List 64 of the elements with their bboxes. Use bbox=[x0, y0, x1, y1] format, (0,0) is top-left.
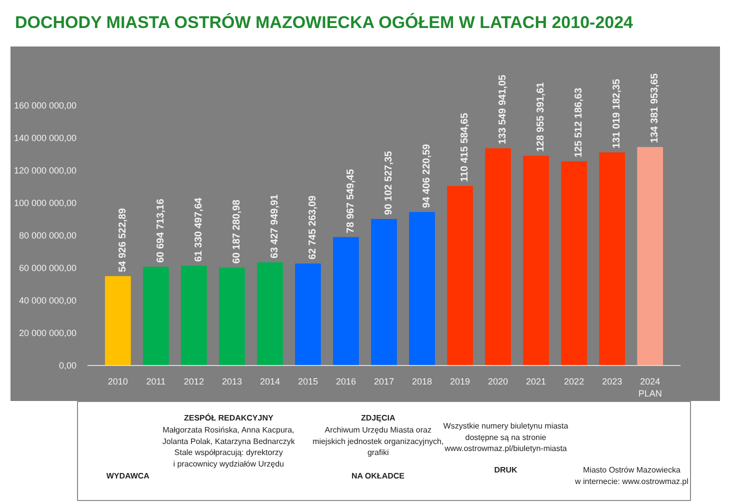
y-tick-label: 120 000 000,00 bbox=[14, 165, 76, 176]
text: WYDAWCA bbox=[106, 472, 150, 480]
data-label: 125 512 186,63 bbox=[574, 87, 585, 158]
y-tick-label: 0,00 bbox=[58, 360, 77, 370]
x-tick-label: 2019 bbox=[450, 376, 470, 386]
x-tick-label: 2023 bbox=[602, 376, 622, 386]
data-label: 63 427 949,91 bbox=[269, 194, 280, 258]
y-tick-label: 140 000 000,00 bbox=[14, 132, 76, 143]
data-label: 128 955 391,61 bbox=[536, 82, 547, 152]
data-label: 134 381 953,65 bbox=[650, 73, 661, 143]
bar bbox=[333, 237, 359, 366]
text: NA OKŁADCE bbox=[351, 472, 406, 480]
bar bbox=[447, 186, 473, 366]
data-label: 110 415 584,65 bbox=[460, 112, 471, 182]
text: Archiwum Urzędu Miasta oraz miejskich jednostek organizacyjnych, grafiki bbox=[312, 426, 444, 457]
bar bbox=[257, 262, 283, 366]
data-label: 78 967 549,45 bbox=[345, 168, 356, 234]
bar bbox=[561, 161, 587, 366]
y-tick-label: 20 000 000,00 bbox=[18, 328, 77, 338]
data-label: 90 102 527,35 bbox=[384, 150, 394, 215]
data-label: 133 549 941,05 bbox=[498, 74, 509, 144]
bar bbox=[485, 148, 511, 366]
y-tick-label: 100 000 000,00 bbox=[14, 198, 76, 208]
text: ZDJĘCIA bbox=[361, 414, 396, 422]
x-tick-label: 2011 bbox=[146, 376, 166, 386]
x-tick-label: 2016 bbox=[336, 376, 356, 386]
data-label: 60 187 280,98 bbox=[231, 199, 242, 264]
data-label: 54 926 522,89 bbox=[117, 208, 128, 272]
bar bbox=[219, 268, 245, 366]
data-label: 61 330 497,64 bbox=[193, 197, 204, 262]
y-tick-label: 160 000 000,00 bbox=[14, 100, 76, 110]
x-tick-label: 2012 bbox=[184, 376, 204, 386]
bar bbox=[371, 218, 397, 366]
text: ZESPÓŁ REDAKCYJNY bbox=[184, 412, 274, 422]
y-tick-label: 80 000 000,00 bbox=[18, 230, 77, 240]
y-tick-label: 60 000 000,00 bbox=[18, 262, 77, 273]
bar bbox=[143, 266, 169, 366]
x-tick-label: 2015 bbox=[298, 376, 318, 386]
x-tick-label: 2021 bbox=[526, 376, 546, 386]
chart-title: DOCHODY MIASTA OSTRÓW MAZOWIECKA OGÓŁEM W LATACH 2010-2024 bbox=[15, 12, 634, 34]
text: Małgorzata Rosińska, Anna Kacpura, Jolanta Polak, Katarzyna Bednarczyk Stale współpracują: dyrektorzy i pracownicy wydziałów Urzędu bbox=[162, 426, 296, 468]
bar bbox=[599, 152, 625, 366]
data-label: 60 694 713,16 bbox=[155, 198, 166, 263]
data-label: 62 745 263,09 bbox=[307, 195, 318, 260]
x-tick-label: 2018 bbox=[412, 376, 432, 386]
bar bbox=[523, 156, 549, 366]
x-tick-label: 2014 bbox=[260, 376, 280, 386]
data-label: 131 019 182,35 bbox=[612, 78, 623, 148]
x-tick-label: 2020 bbox=[488, 376, 508, 386]
x-tick-label: 2013 bbox=[222, 376, 242, 386]
x-tick-label: 2017 bbox=[374, 376, 394, 386]
bar bbox=[104, 276, 131, 366]
y-tick-label: 40 000 000,00 bbox=[18, 295, 77, 306]
bar bbox=[637, 146, 664, 366]
bar bbox=[409, 212, 435, 366]
x-tick-label: 2024 PLAN bbox=[638, 376, 662, 398]
bar bbox=[181, 266, 207, 366]
bar bbox=[295, 263, 321, 366]
data-label: 94 406 220,59 bbox=[422, 144, 433, 208]
x-tick-label: 2022 bbox=[564, 376, 584, 386]
text: Miasto Ostrów Mazowiecka w internecie: www.ostrowmaz.pl bbox=[574, 466, 689, 486]
text: DRUK bbox=[494, 466, 518, 474]
x-tick-label: 2010 bbox=[108, 376, 128, 386]
text: Wszystkie numery biuletynu miasta dostępne są na stronie www.ostrowmaz.pl/biuletyn-miasta bbox=[443, 422, 569, 453]
